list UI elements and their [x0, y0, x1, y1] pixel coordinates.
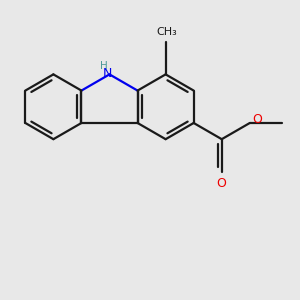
Text: CH₃: CH₃	[156, 27, 177, 37]
Text: O: O	[252, 112, 262, 126]
Text: H: H	[100, 61, 107, 71]
Text: O: O	[216, 177, 226, 190]
Text: N: N	[103, 67, 112, 80]
